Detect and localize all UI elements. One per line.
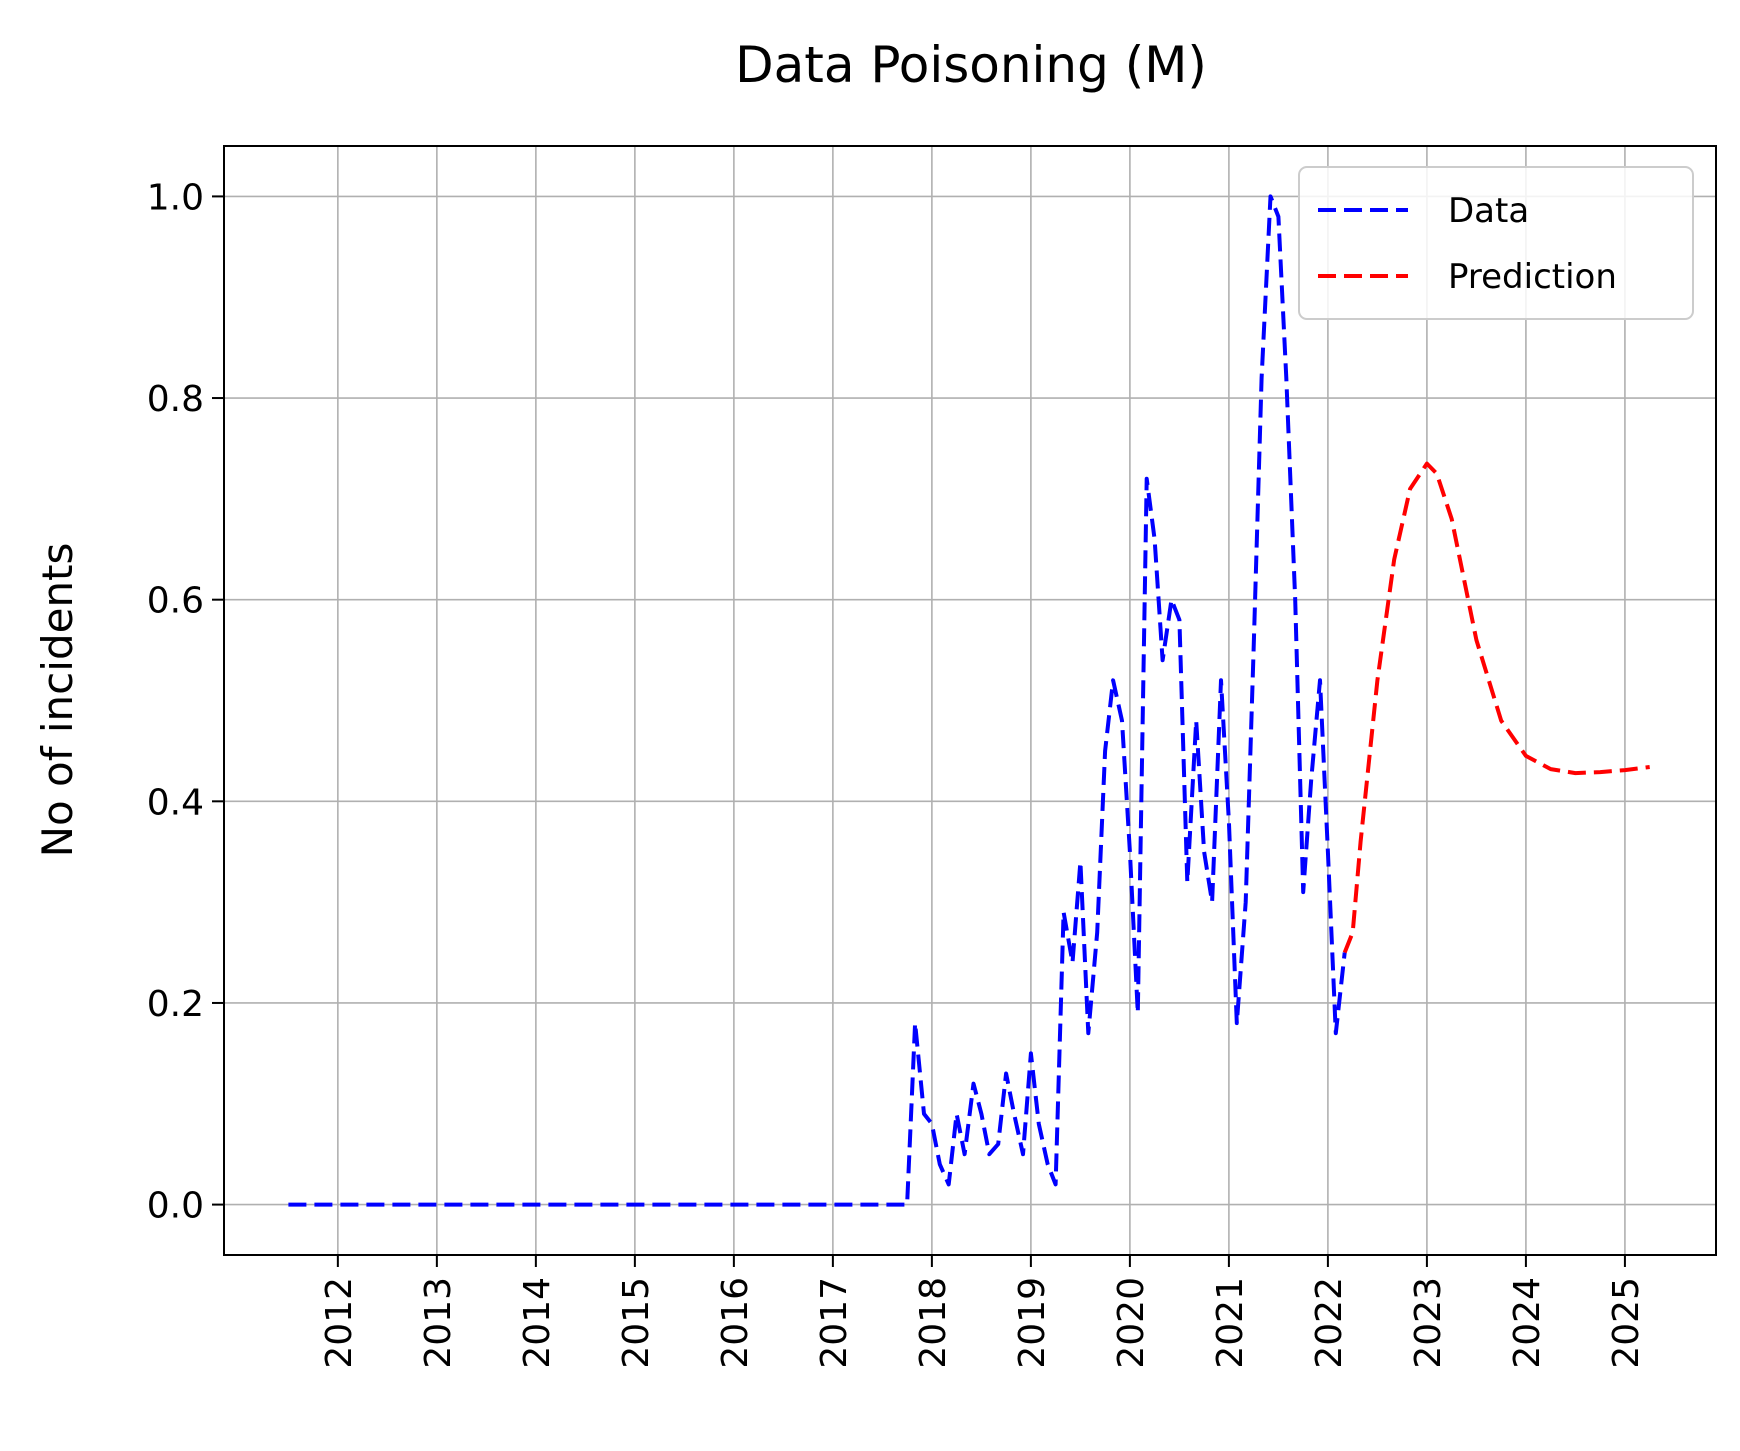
legend-box	[1298, 166, 1694, 320]
x-tick-label: 2018	[913, 1277, 954, 1369]
x-tick-label: 2015	[616, 1277, 657, 1369]
x-tick-label: 2021	[1210, 1277, 1251, 1369]
x-tick-label: 2025	[1606, 1277, 1647, 1369]
x-tick-label: 2023	[1408, 1277, 1449, 1369]
x-tick-label: 2022	[1309, 1277, 1350, 1369]
y-tick-label: 1.0	[147, 177, 204, 218]
y-tick-label: 0.6	[147, 581, 204, 622]
x-tick-label: 2020	[1111, 1277, 1152, 1369]
legend-data-label: Data	[1448, 191, 1529, 231]
y-tick-label: 0.4	[147, 782, 204, 823]
x-tick-label: 2013	[418, 1277, 459, 1369]
axis-ticks: 2012 2013 2014 2015 2016 2017 2018 2019 2020 2021…	[147, 177, 1647, 1368]
y-tick-label: 0.8	[147, 379, 204, 420]
x-tick-label: 2017	[814, 1277, 855, 1369]
legend-prediction-label: Prediction	[1448, 257, 1617, 297]
series-line-prediction	[1342, 461, 1650, 954]
y-tick-label: 0.2	[147, 984, 204, 1025]
legend: Data Prediction	[1298, 166, 1694, 320]
y-axis-label: No of incidents	[33, 543, 82, 858]
x-tick-label: 2024	[1507, 1277, 1548, 1369]
series-lines	[288, 194, 1650, 1207]
series-line-data	[288, 194, 1347, 1207]
y-tick-label: 0.0	[147, 1186, 204, 1227]
axes-frame	[223, 145, 1717, 1256]
x-tick-label: 2012	[319, 1277, 360, 1369]
x-tick-label: 2014	[517, 1277, 558, 1369]
x-tick-label: 2016	[715, 1277, 756, 1369]
x-tick-label: 2019	[1012, 1277, 1053, 1369]
chart-title: Data Poisoning (M)	[735, 36, 1207, 94]
